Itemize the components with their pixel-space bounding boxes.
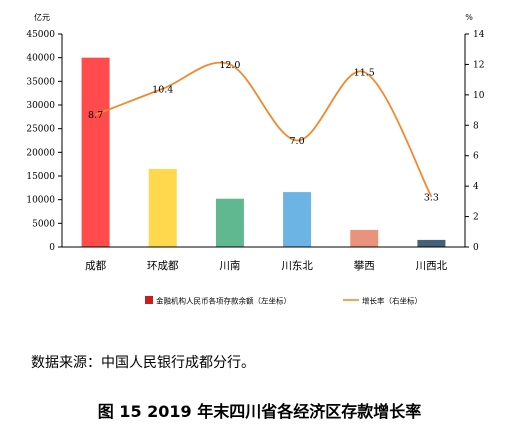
growth-data-label: 8.7 [88, 110, 103, 121]
source-note: 数据来源：中国人民银行成都分行。 [31, 355, 255, 371]
left-tick-label: 45000 [26, 30, 55, 40]
category-label: 环成都 [147, 260, 179, 272]
legend-bar-swatch [145, 296, 153, 304]
growth-data-label: 7.0 [290, 136, 305, 147]
category-label: 川南 [219, 259, 240, 272]
category-label: 川西北 [416, 260, 448, 272]
right-tick-label: 0 [473, 243, 479, 253]
category-label: 成都 [85, 260, 106, 272]
bar-2 [148, 168, 177, 247]
right-tick-label: 6 [473, 152, 479, 162]
bar-1 [81, 57, 110, 247]
right-axis-unit: % [465, 13, 473, 22]
left-tick-label: 35000 [26, 77, 55, 87]
left-axis-unit: 亿元 [34, 12, 50, 22]
legend: 金融机构人民币各项存款余额（左坐标） 增长率（右坐标） [145, 296, 422, 306]
growth-data-label: 12.0 [219, 60, 240, 71]
bar-3 [215, 198, 244, 247]
left-axis: 0 5000 10000 15000 20000 25000 30000 35000 40000… [26, 12, 63, 253]
right-tick-label: 14 [473, 30, 485, 40]
left-tick-label: 25000 [26, 125, 55, 135]
bars [81, 57, 446, 247]
growth-line [95, 61, 433, 198]
growth-data-label: 10.4 [152, 84, 173, 95]
right-tick-label: 8 [473, 121, 479, 131]
left-tick-label: 30000 [26, 101, 55, 111]
category-label: 川东北 [281, 259, 313, 272]
left-tick-label: 15000 [26, 172, 55, 182]
chart: 0 5000 10000 15000 20000 25000 30000 35000 40000… [26, 12, 485, 306]
x-axis: 成都 环成都 川南 川东北 攀西 川西北 [62, 246, 465, 272]
figure-caption: 图 15 2019 年末四川省各经济区存款增长率 [97, 402, 422, 421]
left-tick-label: 0 [49, 243, 55, 253]
growth-data-label: 3.3 [424, 192, 439, 203]
growth-data-label: 11.5 [354, 68, 375, 79]
right-tick-label: 12 [473, 60, 484, 70]
growth-line-series: 8.7 10.4 12.0 7.0 11.5 3.3 [88, 60, 439, 203]
category-label: 攀西 [354, 259, 375, 272]
legend-bar-label: 金融机构人民币各项存款余额（左坐标） [156, 296, 291, 306]
right-tick-label: 10 [473, 91, 485, 101]
left-tick-label: 40000 [26, 54, 55, 64]
bar-4 [283, 192, 312, 247]
right-tick-label: 4 [473, 182, 479, 192]
legend-line-label: 增长率（右坐标） [362, 296, 422, 306]
left-tick-label: 10000 [26, 196, 55, 206]
left-tick-label: 20000 [26, 148, 55, 158]
left-tick-label: 5000 [32, 219, 55, 229]
bar-5 [350, 229, 379, 247]
bar-6 [417, 239, 446, 247]
right-tick-label: 2 [473, 213, 479, 223]
right-axis: 0 2 4 6 8 10 12 14% [464, 13, 485, 253]
